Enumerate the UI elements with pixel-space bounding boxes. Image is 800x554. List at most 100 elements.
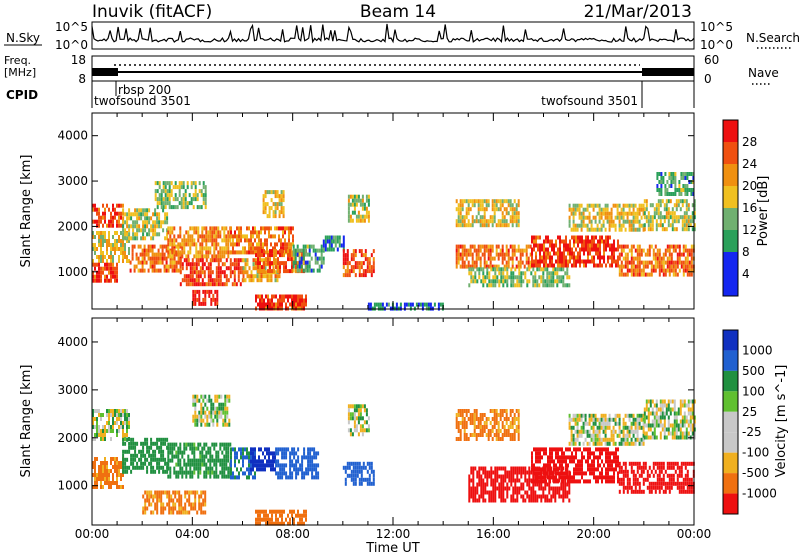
power-cell xyxy=(304,264,307,269)
velocity-cell xyxy=(226,398,229,403)
velocity-cell xyxy=(289,455,292,460)
power-cell xyxy=(177,246,180,251)
power-cell xyxy=(167,226,170,231)
power-cell xyxy=(172,197,175,202)
power-cell xyxy=(647,223,650,228)
power-cell xyxy=(568,223,571,228)
velocity-cell xyxy=(187,462,190,467)
velocity-cell xyxy=(512,470,515,475)
velocity-cell xyxy=(158,461,161,466)
power-cell xyxy=(489,260,492,265)
power-cell xyxy=(112,255,114,259)
velocity-cell xyxy=(537,479,539,484)
power-cell xyxy=(674,176,677,180)
power-cell xyxy=(601,235,603,240)
power-cell xyxy=(656,256,659,261)
power-cell xyxy=(349,194,352,199)
power-cell xyxy=(459,211,462,216)
power-cell xyxy=(330,243,333,248)
power-cell xyxy=(630,252,633,257)
power-cell xyxy=(669,215,672,220)
power-cell xyxy=(274,270,277,275)
power-cell xyxy=(128,216,131,221)
velocity-cell xyxy=(219,462,222,467)
power-cell xyxy=(252,234,254,239)
power-cell xyxy=(543,243,545,248)
velocity-cell xyxy=(124,461,127,466)
power-cell xyxy=(112,223,114,228)
velocity-cell xyxy=(361,404,364,409)
power-cell xyxy=(602,219,605,224)
power-cell xyxy=(138,216,141,221)
power-cell xyxy=(473,203,476,208)
power-cell xyxy=(636,227,639,232)
velocity-cell xyxy=(483,421,486,425)
power-cell xyxy=(608,219,611,224)
power-cell xyxy=(648,252,651,257)
velocity-cell xyxy=(169,446,172,451)
velocity-cell xyxy=(220,406,223,411)
power-cell xyxy=(496,267,499,272)
power-cell xyxy=(495,203,498,208)
velocity-cell xyxy=(169,470,172,475)
velocity-cell xyxy=(272,467,274,472)
power-cell xyxy=(158,197,161,202)
velocity-cell xyxy=(223,458,226,463)
velocity-cell xyxy=(305,517,307,522)
velocity-cell xyxy=(274,455,276,460)
power-cell xyxy=(607,239,609,244)
velocity-cell xyxy=(96,417,98,421)
velocity-cell xyxy=(467,437,470,441)
velocity-cell xyxy=(488,470,491,475)
power-cell xyxy=(232,246,234,251)
power-cell xyxy=(490,267,493,272)
velocity-cell xyxy=(166,445,169,450)
velocity-cell xyxy=(488,474,491,479)
power-cell xyxy=(599,255,601,260)
power-cell xyxy=(144,236,147,241)
velocity-cell xyxy=(368,477,371,482)
velocity-cell xyxy=(301,521,303,526)
power-cell xyxy=(108,278,110,283)
power-cell xyxy=(110,278,112,283)
power-cell xyxy=(483,264,486,269)
power-cell xyxy=(191,234,194,239)
power-cell xyxy=(487,203,490,208)
velocity-cell xyxy=(543,479,545,484)
velocity-cell xyxy=(564,494,567,499)
power-cell xyxy=(277,298,279,303)
power-cell xyxy=(195,266,198,271)
power-cell xyxy=(164,193,167,198)
power-cell xyxy=(661,227,664,232)
power-cell xyxy=(499,223,502,228)
power-cell xyxy=(289,269,291,274)
power-cell xyxy=(508,275,511,280)
power-cell xyxy=(194,193,197,198)
power-cell xyxy=(308,268,311,273)
power-cell xyxy=(185,282,188,287)
velocity-cell xyxy=(363,420,366,425)
power-cell xyxy=(273,269,275,274)
velocity-cell xyxy=(271,521,273,526)
power-cell xyxy=(513,252,516,257)
velocity-cell xyxy=(355,408,358,413)
power-cell xyxy=(133,268,136,273)
power-cell xyxy=(322,243,325,248)
velocity-cell xyxy=(512,474,515,479)
power-cell xyxy=(491,244,494,249)
velocity-cell xyxy=(362,465,365,470)
velocity-cell xyxy=(516,486,519,491)
power-cell xyxy=(693,223,696,228)
power-cell xyxy=(648,260,651,265)
power-cell xyxy=(463,248,466,253)
power-cell xyxy=(585,239,587,244)
power-cell xyxy=(520,283,523,288)
velocity-cell xyxy=(198,494,201,499)
power-cell xyxy=(551,239,553,244)
power-cell xyxy=(617,239,619,244)
power-cell xyxy=(167,250,170,255)
power-cell xyxy=(527,264,530,269)
velocity-cell xyxy=(539,447,541,452)
velocity-cell xyxy=(355,428,358,433)
power-cell xyxy=(632,207,635,212)
